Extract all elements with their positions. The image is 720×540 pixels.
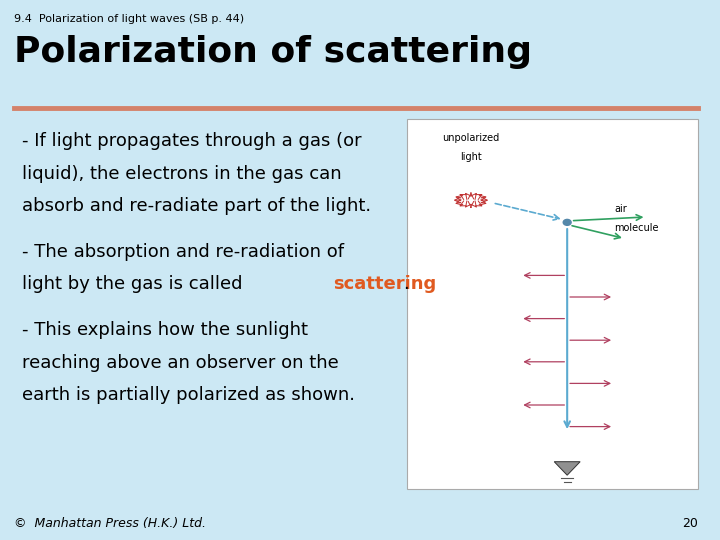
Text: - If light propagates through a gas (or: - If light propagates through a gas (or: [22, 132, 361, 150]
Text: absorb and re-radiate part of the light.: absorb and re-radiate part of the light.: [22, 197, 371, 215]
Circle shape: [563, 219, 571, 225]
Text: 20: 20: [683, 517, 698, 530]
Text: .: .: [403, 275, 409, 293]
Text: light by the gas is called: light by the gas is called: [22, 275, 248, 293]
Text: 9.4  Polarization of light waves (SB p. 44): 9.4 Polarization of light waves (SB p. 4…: [14, 14, 245, 24]
Text: - This explains how the sunlight: - This explains how the sunlight: [22, 321, 307, 339]
Text: light: light: [460, 152, 482, 163]
Text: air: air: [614, 204, 626, 214]
FancyBboxPatch shape: [407, 119, 698, 489]
Text: ©  Manhattan Press (H.K.) Ltd.: © Manhattan Press (H.K.) Ltd.: [14, 517, 207, 530]
Text: scattering: scattering: [333, 275, 436, 293]
Text: Polarization of scattering: Polarization of scattering: [14, 35, 532, 69]
Text: earth is partially polarized as shown.: earth is partially polarized as shown.: [22, 386, 355, 404]
Text: reaching above an observer on the: reaching above an observer on the: [22, 354, 338, 372]
Text: - The absorption and re-radiation of: - The absorption and re-radiation of: [22, 243, 343, 261]
Polygon shape: [554, 462, 580, 475]
Text: unpolarized: unpolarized: [442, 133, 500, 144]
Text: liquid), the electrons in the gas can: liquid), the electrons in the gas can: [22, 165, 341, 183]
Text: molecule: molecule: [614, 223, 659, 233]
